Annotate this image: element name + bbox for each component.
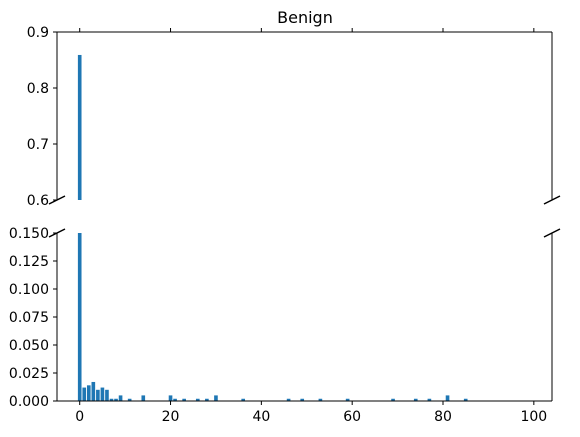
lower-bar <box>463 398 468 401</box>
lower-bar <box>109 398 114 401</box>
upper-y-tick-label: 0.8 <box>27 81 49 97</box>
break-mark <box>543 195 561 205</box>
lower-panel: 0.000 0.025 0.050 0.075 0.100 0.125 0.150 0 20 40… <box>9 226 553 425</box>
lower-bar <box>105 389 109 401</box>
x-tick-label: 0 <box>75 409 84 425</box>
lower-bar <box>214 395 218 401</box>
upper-y-tick-label: 0.6 <box>27 193 49 209</box>
lower-bar <box>127 398 132 401</box>
lower-bar <box>300 398 305 401</box>
lower-y-tick-label: 0.150 <box>9 226 49 242</box>
lower-bar <box>96 389 100 401</box>
upper-bar <box>77 54 82 201</box>
lower-y-tick-label: 0.100 <box>9 282 49 298</box>
lower-bar <box>445 395 450 401</box>
lower-bar <box>286 398 291 401</box>
lower-bar <box>413 398 418 401</box>
lower-bar <box>91 381 96 401</box>
lower-y-tick-label: 0.075 <box>9 310 49 326</box>
lower-y-tick-label: 0.050 <box>9 338 49 354</box>
lower-bar <box>173 398 177 401</box>
lower-bar <box>168 395 173 401</box>
lower-bar <box>241 398 246 401</box>
x-tick-label: 100 <box>520 409 547 425</box>
lower-bar <box>141 395 146 401</box>
lower-bar <box>195 398 200 401</box>
lower-bar <box>100 387 105 401</box>
x-tick-label: 80 <box>434 409 452 425</box>
break-mark <box>48 195 66 205</box>
lower-y-tick-label: 0.000 <box>9 394 49 410</box>
lower-bar <box>205 398 209 401</box>
upper-y-tick-label: 0.7 <box>27 137 49 153</box>
lower-bar <box>318 398 323 401</box>
lower-y-tick-label: 0.125 <box>9 254 49 270</box>
x-tick-label: 20 <box>162 409 180 425</box>
axis-break-marks <box>48 195 561 238</box>
lower-bar <box>77 233 82 401</box>
break-mark <box>543 228 561 238</box>
lower-bar <box>345 398 350 401</box>
upper-y-tick-label: 0.9 <box>27 25 49 41</box>
x-tick-label: 40 <box>252 409 270 425</box>
lower-bar <box>118 395 123 401</box>
chart-title: Benign <box>277 8 333 27</box>
upper-panel: 0.6 0.7 0.8 0.9 <box>27 25 553 209</box>
lower-y-tick-label: 0.025 <box>9 366 49 382</box>
x-tick-label: 60 <box>343 409 361 425</box>
lower-bar <box>391 398 395 401</box>
lower-bar <box>182 398 186 401</box>
lower-bar <box>427 398 432 401</box>
lower-bar <box>82 387 87 401</box>
break-mark <box>48 228 66 238</box>
lower-bar <box>86 385 91 401</box>
lower-bar <box>114 398 118 401</box>
